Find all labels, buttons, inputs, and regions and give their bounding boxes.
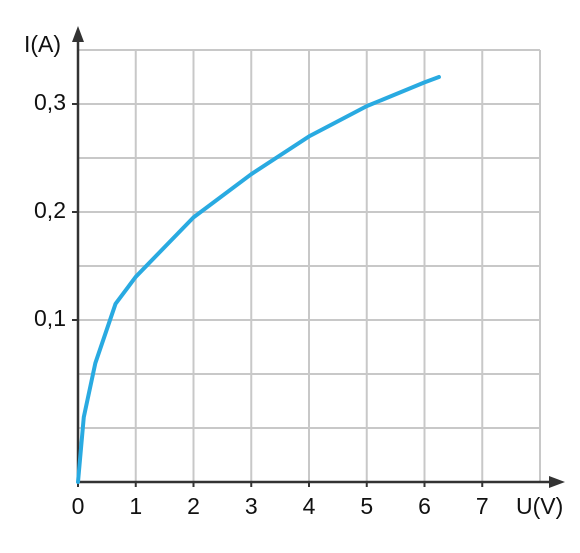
y-tick-label: 0,1 [34,305,66,331]
x-tick-label: 6 [418,493,431,519]
x-tick-label: 0 [72,493,85,519]
y-axis-arrow [72,26,84,42]
data-line [76,75,441,484]
x-tick-label: 2 [187,493,200,519]
x-tick-label: 4 [303,493,316,519]
x-tick-label: 3 [245,493,258,519]
x-axis-label: U(V) [516,493,563,519]
x-tick-label: 5 [360,493,373,519]
y-tick-label: 0,2 [34,197,66,223]
x-tick-label: 1 [129,493,142,519]
y-tick-label: 0,3 [34,89,66,115]
x-tick-label: 7 [476,493,489,519]
x-axis-arrow [549,476,565,488]
y-axis-label: I(A) [24,31,61,57]
